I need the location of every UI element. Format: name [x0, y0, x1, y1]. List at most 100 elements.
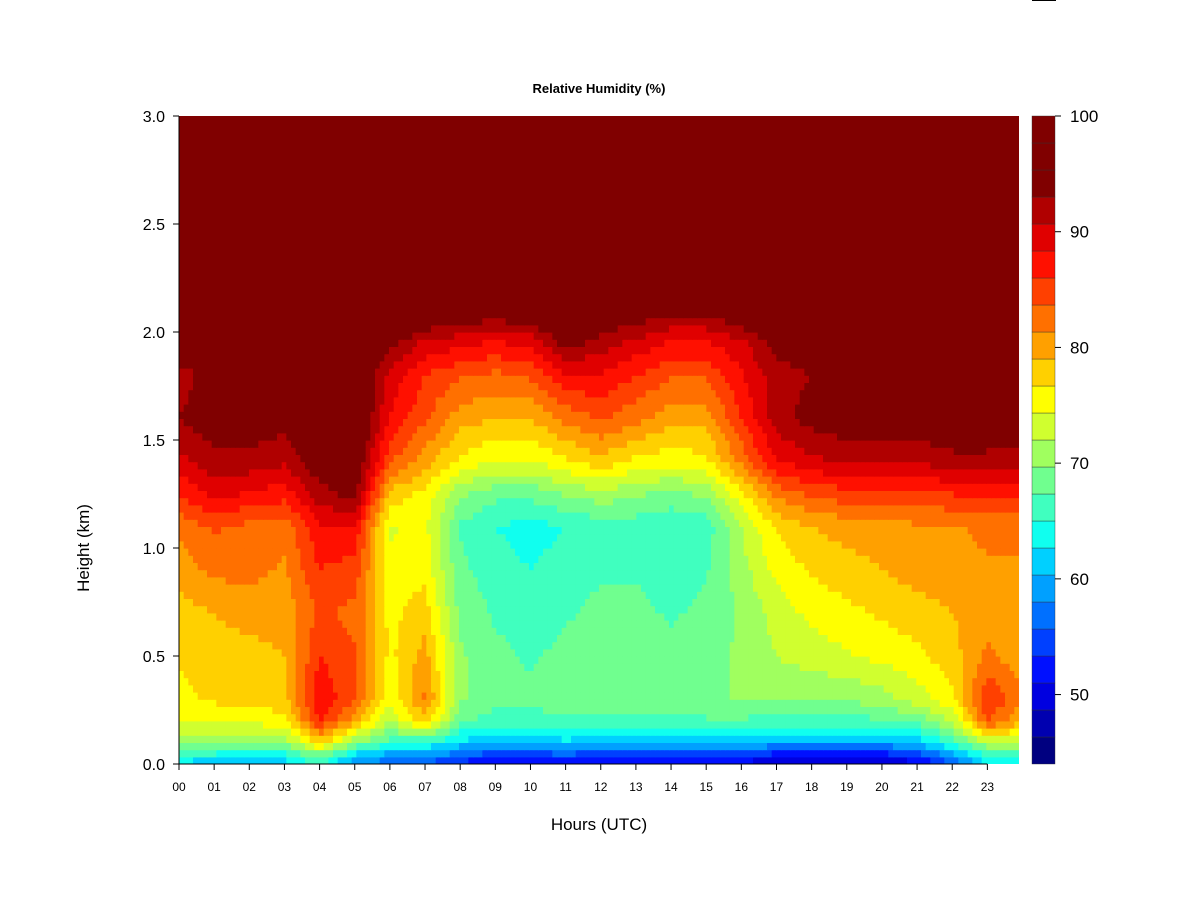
heatmap-cell: [729, 706, 735, 715]
heatmap-cell: [701, 749, 707, 758]
heatmap-cell: [468, 562, 474, 571]
heatmap-cell: [197, 663, 203, 671]
heatmap-cell: [468, 598, 474, 607]
heatmap-cell: [295, 634, 301, 643]
heatmap-cell: [272, 720, 278, 729]
heatmap-cell: [286, 605, 292, 614]
heatmap-cell: [720, 562, 726, 571]
heatmap-cell: [706, 684, 712, 693]
heatmap-cell: [267, 677, 273, 686]
heatmap-cell: [309, 562, 315, 571]
heatmap-cell: [641, 684, 647, 693]
heatmap-cell: [813, 569, 819, 578]
heatmap-cell: [697, 656, 703, 664]
heatmap-cell: [319, 620, 325, 628]
heatmap-cell: [991, 620, 997, 628]
heatmap-cell: [851, 728, 857, 736]
heatmap-cell: [958, 684, 964, 693]
heatmap-cell: [711, 692, 717, 700]
heatmap-cell: [547, 598, 553, 607]
heatmap-cell: [613, 591, 619, 599]
heatmap-cell: [655, 598, 661, 607]
heatmap-cell: [902, 612, 908, 621]
heatmap-cell: [706, 562, 712, 571]
heatmap-cell: [557, 627, 563, 635]
heatmap-cell: [575, 612, 581, 621]
heatmap-cell: [804, 663, 810, 671]
heatmap-cell: [557, 569, 563, 578]
heatmap-cell: [440, 591, 446, 599]
heatmap-cell: [799, 641, 805, 650]
heatmap-cell: [561, 713, 567, 722]
heatmap-cell: [571, 656, 577, 664]
heatmap-cell: [421, 706, 427, 715]
heatmap-cell: [599, 562, 605, 571]
heatmap-cell: [683, 677, 689, 686]
heatmap-cell: [440, 569, 446, 578]
heatmap-cell: [291, 684, 297, 693]
heatmap-cell: [515, 749, 521, 758]
heatmap-cell: [916, 692, 922, 700]
heatmap-cell: [351, 692, 357, 700]
heatmap-cell: [869, 656, 875, 664]
heatmap-cell: [631, 699, 637, 707]
heatmap-cell: [995, 756, 1001, 764]
heatmap-cell: [617, 742, 623, 751]
heatmap-cell: [225, 648, 231, 657]
heatmap-cell: [351, 735, 357, 743]
heatmap-cell: [855, 598, 861, 607]
heatmap-cell: [221, 728, 227, 736]
heatmap-cell: [841, 692, 847, 700]
heatmap-cell: [781, 612, 787, 621]
heatmap-cell: [314, 720, 320, 729]
heatmap-cell: [482, 677, 488, 686]
heatmap-cell: [449, 670, 455, 679]
heatmap-cell: [179, 728, 185, 736]
heatmap-cell: [930, 742, 936, 751]
heatmap-cell: [183, 591, 189, 599]
heatmap-cell: [468, 684, 474, 693]
heatmap-cell: [995, 627, 1001, 635]
heatmap-cell: [202, 749, 208, 758]
heatmap-cell: [333, 756, 339, 764]
heatmap-cell: [757, 713, 763, 722]
heatmap-cell: [375, 641, 381, 650]
heatmap-cell: [785, 756, 791, 764]
heatmap-cell: [529, 605, 535, 614]
heatmap-cell: [911, 605, 917, 614]
heatmap-cell: [361, 742, 367, 751]
heatmap-cell: [300, 735, 306, 743]
heatmap-cell: [883, 634, 889, 643]
heatmap-cell: [491, 749, 497, 758]
heatmap-cell: [846, 598, 852, 607]
heatmap-cell: [678, 648, 684, 657]
heatmap-cell: [319, 713, 325, 722]
heatmap-cell: [505, 720, 511, 729]
heatmap-cell: [771, 612, 777, 621]
heatmap-cell: [743, 605, 749, 614]
heatmap-cell: [860, 692, 866, 700]
heatmap-cell: [197, 576, 203, 585]
heatmap-cell: [953, 713, 959, 722]
heatmap-cell: [865, 720, 871, 729]
heatmap-cell: [860, 706, 866, 715]
heatmap-cell: [281, 728, 287, 736]
heatmap-cell: [995, 713, 1001, 722]
heatmap-cell: [473, 641, 479, 650]
heatmap-cell: [977, 720, 983, 729]
heatmap-cell: [734, 720, 740, 729]
heatmap-cell: [547, 663, 553, 671]
heatmap-cell: [267, 684, 273, 693]
heatmap-cell: [375, 562, 381, 571]
heatmap-cell: [412, 612, 418, 621]
heatmap-cell: [608, 627, 614, 635]
heatmap-cell: [893, 656, 899, 664]
heatmap-cell: [277, 648, 283, 657]
heatmap-cell: [627, 677, 633, 686]
heatmap-cell: [701, 756, 707, 764]
heatmap-cell: [575, 756, 581, 764]
heatmap-cell: [571, 648, 577, 657]
heatmap-cell: [944, 742, 950, 751]
heatmap-cell: [1000, 648, 1006, 657]
heatmap-cell: [944, 584, 950, 592]
